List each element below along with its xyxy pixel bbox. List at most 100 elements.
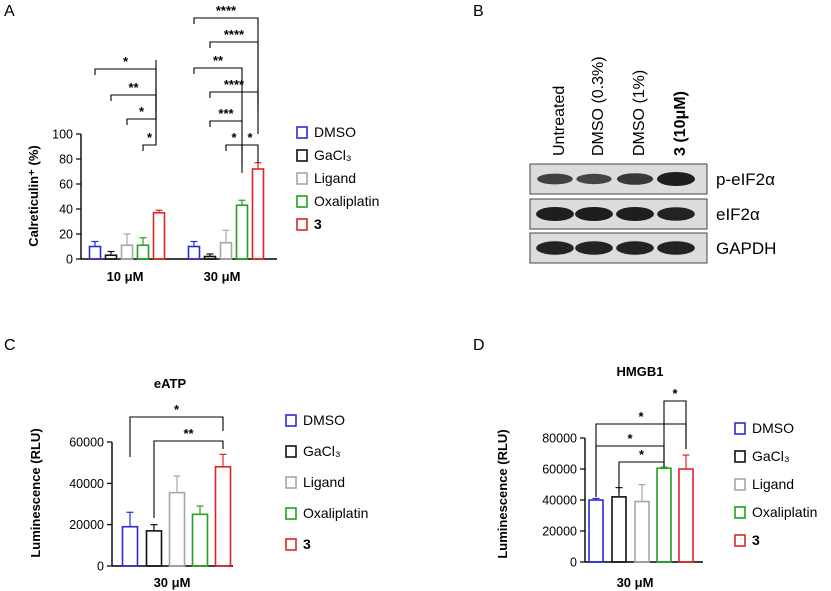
- chart-a-legend-label: DMSO: [314, 124, 356, 140]
- chart-c-x-label: 30 μM: [154, 575, 191, 590]
- blot-rows: p-eIF2α eIF2α GAPDH: [529, 163, 776, 264]
- chart-c-bracket: [153, 440, 224, 518]
- chart-a-ytick-label: 60: [59, 178, 73, 192]
- chart-a-10um-bracket: [110, 94, 157, 112]
- panel-label-d: D: [473, 337, 485, 354]
- blot-band: [657, 207, 695, 221]
- chart-a-30um-bracket: [241, 144, 259, 163]
- chart-a-significance: *********************** *: [94, 3, 259, 173]
- blot-band: [616, 173, 654, 185]
- blot-band: [536, 241, 574, 255]
- chart-a-10um-significance-label: **: [128, 80, 139, 95]
- chart-a-legend-swatch: [296, 195, 308, 208]
- chart-c-y-ticks: 0 20000 40000 60000: [69, 436, 112, 574]
- chart-d-y-ticks: 0 20000 40000 60000 80000: [542, 432, 585, 570]
- blot-band: [537, 173, 573, 185]
- chart-c-ytick-label: 60000: [69, 436, 104, 450]
- chart-d-bracket: [618, 461, 665, 493]
- chart-a-bar: [235, 204, 249, 260]
- blot-row-label: GAPDH: [716, 239, 776, 258]
- chart-d-bar: [678, 468, 694, 563]
- chart-c-significance-label: *: [174, 402, 180, 417]
- chart-c-legend-label: GaCl₃: [303, 443, 341, 459]
- chart-d-legend-label: DMSO: [752, 420, 794, 436]
- chart-d-title: HMGB1: [617, 364, 664, 379]
- chart-d-significance-label: *: [639, 447, 645, 462]
- chart-a-30um-bracket: [225, 144, 243, 173]
- chart-a-ytick-label: 100: [52, 128, 73, 142]
- chart-a-group-label-1: 10 μM: [107, 269, 144, 284]
- chart-c-significance: ***: [129, 402, 224, 518]
- blot-band: [575, 207, 613, 221]
- chart-d-legend-label: GaCl₃: [752, 448, 790, 464]
- chart-c-ytick-label: 40000: [69, 477, 104, 491]
- chart-a-30um-bracket: [209, 120, 243, 163]
- chart-a-30um-significance-label: ****: [224, 27, 245, 42]
- chart-a-30um-bracket: [209, 91, 259, 134]
- chart-d-legend-swatch: [734, 506, 746, 519]
- chart-d-legend-label: Oxaliplatin: [752, 504, 817, 520]
- chart-d-x-label: 30 μM: [617, 575, 654, 590]
- chart-a-bar: [219, 241, 233, 260]
- chart-d-legend: DMSO GaCl₃ Ligand Oxaliplatin 3: [734, 420, 817, 548]
- blot-lane-label: DMSO (1%): [631, 70, 648, 156]
- blot-band: [657, 172, 695, 186]
- chart-c-legend-label: DMSO: [303, 412, 345, 428]
- chart-a-legend-swatch: [296, 149, 308, 162]
- blot-lane-labels: Untreated DMSO (0.3%) DMSO (1%) 3 (10μM): [551, 56, 689, 156]
- chart-c-ytick-label: 0: [97, 560, 104, 574]
- blot-lane-label: DMSO (0.3%): [590, 56, 607, 156]
- panel-label-c: C: [4, 337, 16, 354]
- chart-d-bar: [588, 499, 604, 563]
- chart-a-group-label-2: 30 μM: [204, 269, 241, 284]
- chart-d-significance-label: *: [672, 386, 678, 401]
- chart-a-bars: [88, 162, 265, 260]
- chart-d-significance-label: *: [627, 431, 633, 446]
- chart-a-legend-swatch: [296, 126, 308, 139]
- eatp-chart: eATP 0 20000 40000 60000 Luminescence (RLU)…: [28, 376, 368, 590]
- chart-c-bars: [121, 453, 232, 567]
- chart-a-30um-significance-label: ***: [218, 106, 234, 121]
- chart-a-ytick-label: 20: [59, 228, 73, 242]
- chart-d-bar: [634, 500, 650, 563]
- chart-c-bar: [168, 491, 186, 567]
- chart-a-legend-swatch: [296, 172, 308, 185]
- chart-c-legend-label: 3: [303, 536, 311, 552]
- chart-a-ytick-label: 40: [59, 203, 73, 217]
- chart-d-bar: [656, 467, 672, 563]
- chart-a-bar: [152, 211, 166, 260]
- chart-a-30um-significance-label: *: [231, 130, 237, 145]
- chart-a-bar: [136, 244, 150, 260]
- chart-c-bar: [191, 513, 209, 567]
- chart-a-10um-bracket: [142, 60, 157, 151]
- chart-d-ytick-label: 20000: [542, 525, 577, 539]
- chart-a-10um-significance-label: *: [123, 54, 129, 69]
- chart-d-significance-label: *: [638, 409, 644, 424]
- western-blot: Untreated DMSO (0.3%) DMSO (1%) 3 (10μM) p-…: [529, 56, 776, 264]
- chart-a-legend-label: 3: [314, 216, 322, 232]
- chart-a-y-ticks: 0 20 40 60 80 100: [52, 128, 81, 267]
- chart-c-legend-swatch: [285, 445, 297, 458]
- blot-lane-label: 3 (10μM): [672, 91, 689, 156]
- chart-c-legend-label: Oxaliplatin: [303, 505, 368, 521]
- blot-lane-label: Untreated: [551, 86, 568, 156]
- blot-band: [575, 241, 613, 255]
- blot-band: [616, 207, 654, 221]
- chart-c-y-label: Luminescence (RLU): [28, 428, 43, 557]
- blot-band: [657, 241, 695, 255]
- chart-d-bars: [588, 454, 694, 563]
- chart-d-y-label: Luminescence (RLU): [495, 429, 510, 558]
- chart-a-30um-significance-label: **: [213, 53, 224, 68]
- panel-label-b: B: [473, 3, 484, 20]
- chart-d-bracket: [595, 445, 665, 497]
- chart-c-legend: DMSO GaCl₃ Ligand Oxaliplatin 3: [285, 412, 368, 552]
- chart-a-legend-swatch: [296, 218, 308, 231]
- blot-band: [576, 173, 612, 185]
- chart-d-ytick-label: 40000: [542, 494, 577, 508]
- chart-d-legend-swatch: [734, 478, 746, 491]
- chart-a-10um-significance-label: *: [139, 104, 145, 119]
- blot-row-label: p-eIF2α: [716, 170, 775, 189]
- chart-d-ytick-label: 80000: [542, 432, 577, 446]
- chart-d-ytick-label: 60000: [542, 463, 577, 477]
- chart-a-bar: [120, 244, 134, 260]
